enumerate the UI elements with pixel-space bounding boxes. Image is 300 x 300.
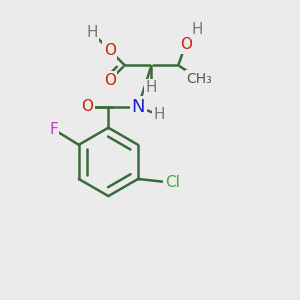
Text: O: O: [104, 43, 116, 58]
Text: O: O: [82, 99, 94, 114]
Text: H: H: [192, 22, 203, 37]
Text: CH₃: CH₃: [186, 72, 212, 86]
Text: F: F: [49, 122, 58, 137]
Text: O: O: [180, 37, 192, 52]
Text: N: N: [131, 98, 145, 116]
Text: O: O: [104, 73, 116, 88]
Text: Cl: Cl: [165, 175, 180, 190]
Text: H: H: [86, 25, 98, 40]
Text: H: H: [146, 80, 157, 95]
Text: H: H: [153, 107, 165, 122]
